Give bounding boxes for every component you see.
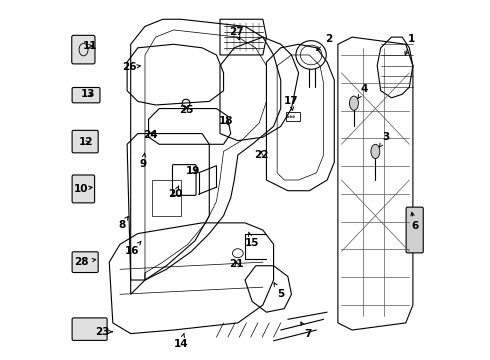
FancyBboxPatch shape <box>72 318 107 341</box>
Text: 18: 18 <box>219 116 234 126</box>
Text: 6: 6 <box>411 212 418 231</box>
Text: 7: 7 <box>301 322 311 339</box>
FancyBboxPatch shape <box>72 87 100 103</box>
Text: 5: 5 <box>274 283 284 299</box>
Text: 25: 25 <box>179 105 194 115</box>
Text: 4: 4 <box>358 84 368 99</box>
Text: 12: 12 <box>79 138 93 148</box>
Text: 17: 17 <box>284 96 299 110</box>
Text: 23: 23 <box>95 327 112 337</box>
Text: 15: 15 <box>245 232 259 248</box>
FancyBboxPatch shape <box>72 175 95 203</box>
Text: 28: 28 <box>74 257 96 267</box>
Text: 24: 24 <box>143 130 158 140</box>
Text: 10: 10 <box>74 184 92 194</box>
Text: 2: 2 <box>317 34 333 50</box>
FancyBboxPatch shape <box>72 252 98 273</box>
Ellipse shape <box>287 116 289 118</box>
Ellipse shape <box>293 116 294 118</box>
Text: 16: 16 <box>125 241 141 256</box>
Text: 20: 20 <box>168 186 183 199</box>
Ellipse shape <box>290 116 292 118</box>
Text: 14: 14 <box>173 333 188 348</box>
Text: 13: 13 <box>80 89 95 99</box>
Ellipse shape <box>371 144 380 158</box>
Text: 3: 3 <box>379 132 390 147</box>
Text: 22: 22 <box>254 150 269 160</box>
FancyBboxPatch shape <box>406 207 423 253</box>
Text: 21: 21 <box>229 259 244 269</box>
Bar <box>152 180 181 216</box>
Text: 19: 19 <box>186 166 200 176</box>
Text: 8: 8 <box>118 216 128 230</box>
Text: 11: 11 <box>82 41 97 51</box>
Bar <box>286 112 300 121</box>
Ellipse shape <box>349 96 358 111</box>
FancyBboxPatch shape <box>72 35 95 64</box>
Text: 26: 26 <box>122 63 140 72</box>
Text: 27: 27 <box>229 27 244 40</box>
FancyBboxPatch shape <box>72 130 98 153</box>
Text: 9: 9 <box>140 153 147 169</box>
Text: 1: 1 <box>405 34 415 55</box>
